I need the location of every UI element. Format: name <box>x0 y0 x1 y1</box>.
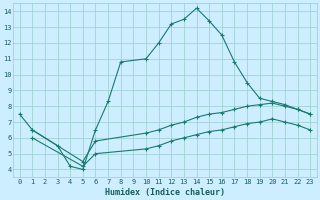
X-axis label: Humidex (Indice chaleur): Humidex (Indice chaleur) <box>105 188 225 197</box>
